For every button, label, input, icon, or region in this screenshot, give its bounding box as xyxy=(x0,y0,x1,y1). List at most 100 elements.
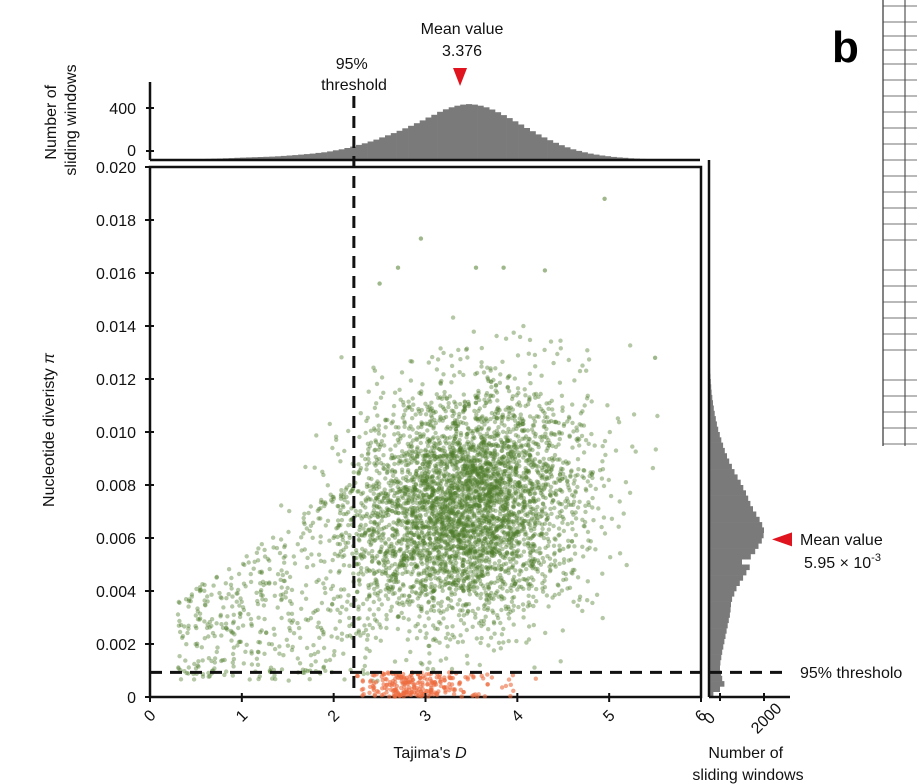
outlier-point xyxy=(377,281,382,286)
green-point xyxy=(485,607,490,613)
green-point xyxy=(520,450,525,455)
green-point xyxy=(378,460,384,466)
green-point xyxy=(278,592,283,598)
top-histogram-bar xyxy=(529,131,536,160)
green-point xyxy=(477,662,482,668)
green-point xyxy=(405,532,410,537)
green-point xyxy=(426,616,431,621)
green-point xyxy=(524,475,529,480)
green-point xyxy=(466,609,471,614)
green-point xyxy=(566,538,571,543)
green-point xyxy=(565,521,570,527)
green-point xyxy=(383,513,388,519)
green-point xyxy=(508,449,514,455)
green-point xyxy=(537,551,542,556)
green-point xyxy=(401,400,406,405)
green-point xyxy=(381,390,386,395)
green-point xyxy=(581,523,586,529)
green-point xyxy=(410,416,415,421)
green-point xyxy=(500,429,506,434)
green-point xyxy=(336,504,341,509)
green-point xyxy=(617,551,623,556)
green-point xyxy=(430,503,435,508)
green-point xyxy=(590,505,595,510)
green-point xyxy=(477,406,482,411)
green-point xyxy=(417,550,422,556)
green-point xyxy=(522,452,528,458)
green-point xyxy=(421,434,426,439)
green-point xyxy=(450,443,455,448)
green-point xyxy=(429,581,434,587)
green-point xyxy=(441,477,446,482)
green-point xyxy=(512,479,518,485)
green-point xyxy=(386,464,391,469)
green-point xyxy=(552,592,557,598)
green-point xyxy=(484,541,489,546)
green-point xyxy=(487,518,492,524)
top-histogram-bar xyxy=(564,147,571,160)
green-point xyxy=(402,452,407,457)
green-point xyxy=(503,582,508,587)
green-point xyxy=(556,583,561,588)
green-point xyxy=(496,492,501,497)
green-point xyxy=(338,587,344,592)
orange-point xyxy=(451,691,457,697)
green-point xyxy=(378,395,384,400)
green-point xyxy=(413,590,418,595)
green-point xyxy=(388,456,394,461)
green-point xyxy=(557,510,562,515)
green-point xyxy=(427,651,432,656)
green-point xyxy=(508,585,513,590)
green-point xyxy=(526,637,532,642)
green-point xyxy=(272,581,278,586)
green-point xyxy=(552,480,557,485)
green-point xyxy=(436,553,441,558)
green-point xyxy=(396,431,401,436)
green-point xyxy=(459,483,464,489)
green-point xyxy=(502,534,508,540)
green-point xyxy=(549,511,554,516)
green-point xyxy=(241,661,246,666)
green-point xyxy=(525,511,530,516)
green-point xyxy=(572,378,577,383)
green-point xyxy=(424,492,429,497)
green-point xyxy=(458,633,463,638)
green-point xyxy=(421,457,426,462)
green-point xyxy=(420,578,426,583)
green-point xyxy=(390,533,395,538)
green-point xyxy=(358,522,364,528)
green-point xyxy=(459,512,464,518)
green-point xyxy=(177,600,182,605)
green-point xyxy=(320,500,325,505)
green-point xyxy=(449,605,454,610)
green-point xyxy=(280,572,285,578)
green-point xyxy=(490,608,495,613)
green-point xyxy=(464,441,469,446)
green-point xyxy=(418,548,423,554)
green-point xyxy=(212,656,218,661)
green-point xyxy=(420,504,425,509)
green-point xyxy=(410,450,415,455)
green-point xyxy=(412,486,418,492)
green-point xyxy=(376,607,381,612)
green-point xyxy=(497,483,502,488)
green-point xyxy=(494,491,499,497)
green-point xyxy=(456,539,462,545)
green-point xyxy=(497,480,502,486)
green-point xyxy=(478,486,484,491)
green-point xyxy=(536,414,541,419)
green-point xyxy=(443,576,449,582)
green-point xyxy=(489,487,494,492)
green-point xyxy=(243,649,248,654)
green-point xyxy=(501,530,507,536)
green-point xyxy=(367,460,372,465)
green-point xyxy=(396,440,401,445)
green-point xyxy=(463,457,469,462)
green-point xyxy=(500,586,505,591)
green-point xyxy=(364,482,370,487)
green-point xyxy=(433,441,438,447)
green-point xyxy=(434,445,439,450)
green-point xyxy=(503,505,508,511)
green-point xyxy=(506,477,511,482)
green-point xyxy=(544,517,549,522)
